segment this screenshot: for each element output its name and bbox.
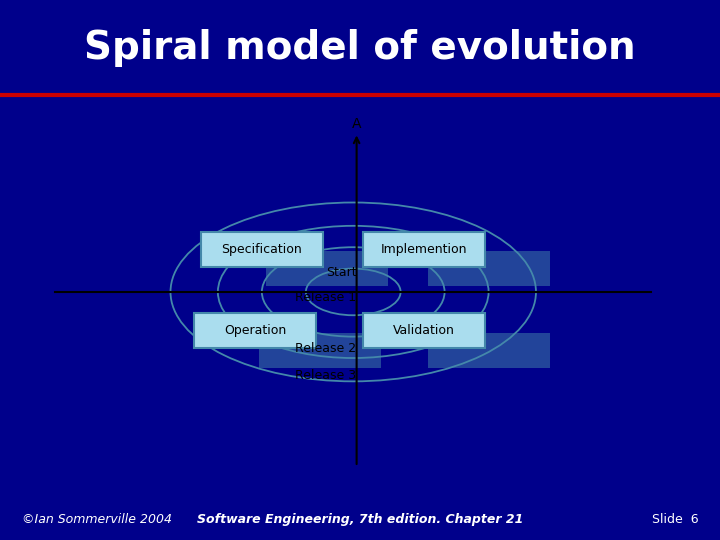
FancyBboxPatch shape <box>428 333 550 368</box>
FancyBboxPatch shape <box>364 313 485 348</box>
Text: Software Engineering, 7th edition. Chapter 21: Software Engineering, 7th edition. Chapt… <box>197 513 523 526</box>
Text: ©Ian Sommerville 2004: ©Ian Sommerville 2004 <box>22 513 171 526</box>
Text: Start: Start <box>326 266 356 279</box>
FancyBboxPatch shape <box>364 232 485 267</box>
Text: A: A <box>352 117 361 131</box>
Text: Release 2: Release 2 <box>295 342 356 355</box>
Text: Spiral model of evolution: Spiral model of evolution <box>84 29 636 67</box>
FancyBboxPatch shape <box>201 232 323 267</box>
Text: Slide  6: Slide 6 <box>652 513 698 526</box>
Text: Release 1: Release 1 <box>295 291 356 304</box>
FancyBboxPatch shape <box>259 333 381 368</box>
Text: Operation: Operation <box>224 325 287 338</box>
Text: Implemention: Implemention <box>381 242 467 255</box>
FancyBboxPatch shape <box>266 252 388 287</box>
Text: Specification: Specification <box>222 242 302 255</box>
Text: Release 3: Release 3 <box>295 369 356 382</box>
FancyBboxPatch shape <box>428 252 550 287</box>
Text: Validation: Validation <box>393 325 455 338</box>
FancyBboxPatch shape <box>194 313 316 348</box>
